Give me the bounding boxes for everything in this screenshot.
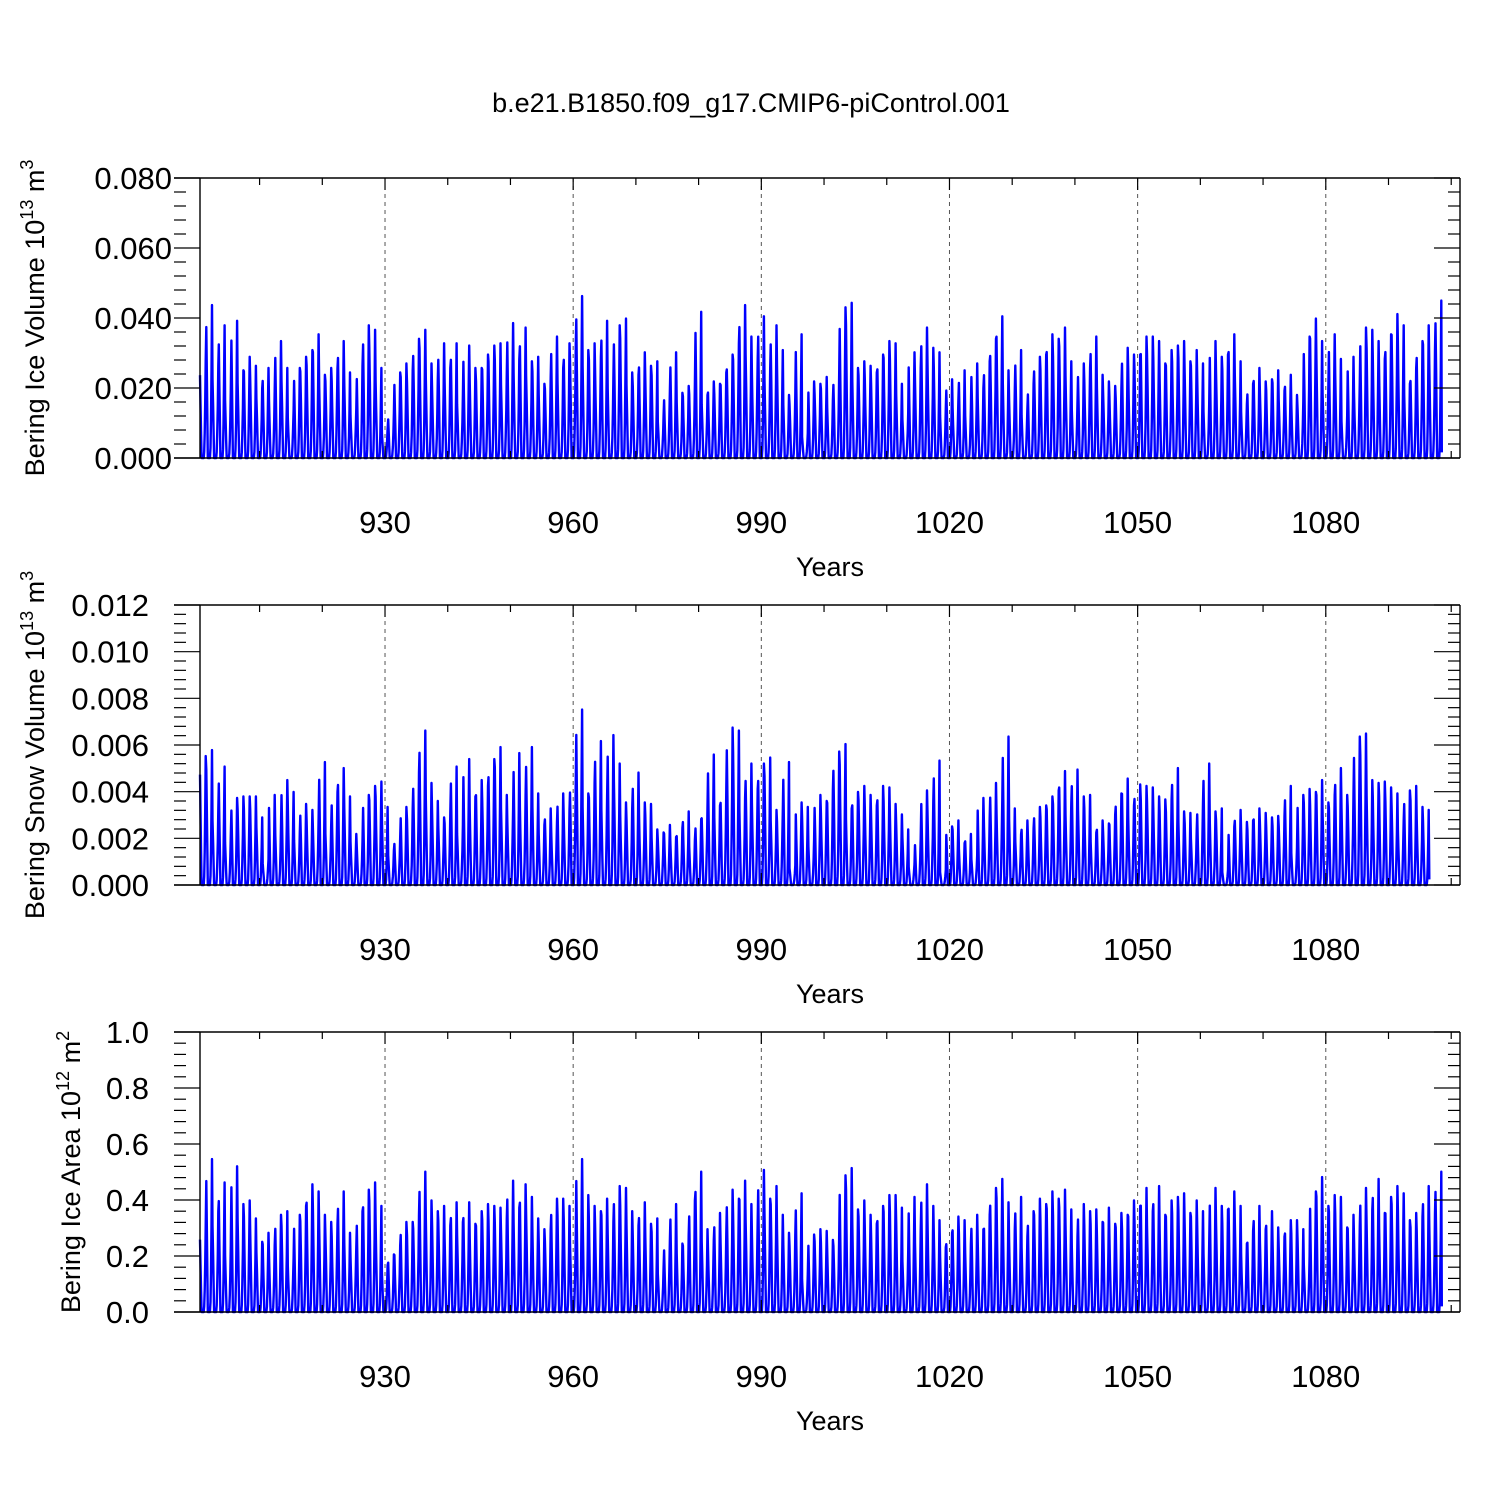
- y-tick-label: 0.008: [71, 681, 149, 716]
- y-tick-label: 0.6: [106, 1127, 149, 1162]
- y-axis-label: Bering Ice Area 1012 m2: [53, 1031, 86, 1313]
- data-line-snow-volume: [198, 708, 1431, 887]
- y-axis-label-text: Bering Ice Volume 10: [20, 220, 50, 477]
- y-tick-label: 0.000: [71, 868, 149, 903]
- x-tick-label: 930: [359, 505, 411, 540]
- x-tick-label: 960: [547, 932, 599, 967]
- x-tick-label: 1020: [915, 1359, 984, 1394]
- figure-title: b.e21.B1850.f09_g17.CMIP6-piControl.001: [492, 88, 1010, 118]
- x-tick-label: 990: [735, 1359, 787, 1394]
- y-tick-label: 0.040: [94, 301, 172, 336]
- y-axis-label-text: Bering Ice Area 10: [56, 1091, 86, 1313]
- data-line-ice-volume: [198, 294, 1443, 460]
- y-tick-label: 0.002: [71, 821, 149, 856]
- x-tick-label: 930: [359, 1359, 411, 1394]
- x-tick-label: 1080: [1291, 932, 1360, 967]
- x-tick-label: 1020: [915, 932, 984, 967]
- y-tick-label: 0.020: [94, 371, 172, 406]
- y-tick-label: 0.080: [94, 161, 172, 196]
- x-tick-label: 1050: [1103, 505, 1172, 540]
- y-tick-label: 0.006: [71, 728, 149, 763]
- x-axis-label: Years: [796, 979, 864, 1009]
- x-tick-label: 1050: [1103, 932, 1172, 967]
- y-axis-label-unit-exponent: 3: [17, 571, 37, 581]
- panel-ice-volume: 930 960 990 1020 1050 1080 0.000 0.020 0.040 0.06…: [17, 160, 1461, 582]
- y-axis-label-unit: m: [20, 170, 50, 200]
- y-tick-label: 0.2: [106, 1239, 149, 1274]
- x-axis-label: Years: [796, 552, 864, 582]
- x-tick-label: 990: [735, 505, 787, 540]
- y-axis-label-unit-exponent: 3: [17, 160, 37, 170]
- y-axis-label: Bering Ice Volume 1013 m3: [17, 160, 50, 477]
- y-tick-label: 0.0: [106, 1295, 149, 1330]
- y-tick-label: 0.4: [106, 1183, 149, 1218]
- y-axis-label-exponent: 12: [53, 1071, 73, 1091]
- y-tick-label: 1.0: [106, 1015, 149, 1050]
- x-axis-label: Years: [796, 1406, 864, 1436]
- x-tick-label: 1050: [1103, 1359, 1172, 1394]
- y-axis-label-unit: m: [56, 1041, 86, 1071]
- y-tick-label: 0.060: [94, 231, 172, 266]
- x-tick-label: 1020: [915, 505, 984, 540]
- x-tick-label: 1080: [1291, 1359, 1360, 1394]
- y-tick-label: 0.004: [71, 775, 149, 810]
- y-axis-label-unit: m: [20, 581, 50, 611]
- panel-ice-area: 930 960 990 1020 1050 1080 0.0 0.2 0.4 0.6 0.8 1.0 Y…: [53, 1015, 1461, 1436]
- y-axis-label-unit-exponent: 2: [53, 1031, 73, 1041]
- panel-snow-volume: 930 960 990 1020 1050 1080 0.000 0.002 0.004 0.00…: [17, 571, 1461, 1009]
- y-tick-label: 0.8: [106, 1071, 149, 1106]
- y-axis-label-exponent: 13: [17, 611, 37, 631]
- y-axis-label-exponent: 13: [17, 200, 37, 220]
- x-tick-label: 960: [547, 505, 599, 540]
- panels: 930 960 990 1020 1050 1080 0.000 0.020 0.040 0.06…: [17, 160, 1461, 1436]
- y-tick-label: 0.000: [94, 441, 172, 476]
- x-tick-label: 990: [735, 932, 787, 967]
- y-axis-label-text: Bering Snow Volume 10: [20, 631, 50, 919]
- y-tick-label: 0.010: [71, 635, 149, 670]
- x-tick-label: 960: [547, 1359, 599, 1394]
- x-tick-label: 930: [359, 932, 411, 967]
- data-line-ice-area: [198, 1157, 1443, 1314]
- y-tick-label: 0.012: [71, 588, 149, 623]
- x-tick-label: 1080: [1291, 505, 1360, 540]
- y-axis-label: Bering Snow Volume 1013 m3: [17, 571, 50, 919]
